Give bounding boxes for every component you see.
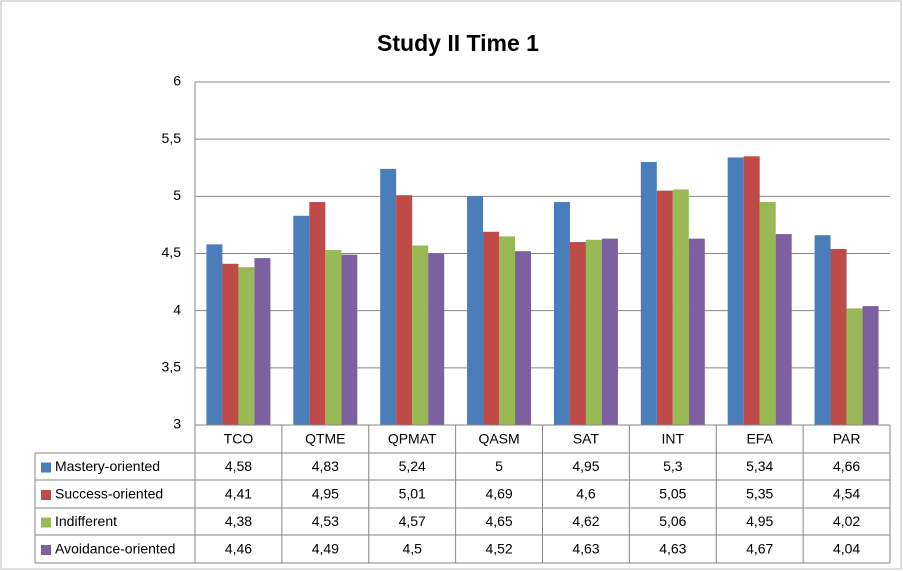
x-tick-label: QPMAT — [388, 431, 437, 447]
legend-key — [41, 517, 51, 528]
table-value: 4,63 — [659, 541, 686, 557]
y-tick-label: 5,5 — [162, 130, 182, 146]
chart-title: Study II Time 1 — [377, 30, 539, 56]
table-value: 4,02 — [833, 513, 860, 529]
bar — [601, 238, 618, 425]
bar — [206, 244, 223, 425]
bar — [396, 195, 413, 425]
bar — [727, 157, 744, 425]
bar — [483, 231, 500, 425]
bar — [412, 245, 429, 425]
bar — [515, 251, 532, 425]
bar — [656, 190, 673, 425]
x-tick-label: EFA — [746, 431, 773, 447]
table-value: 4,46 — [225, 541, 252, 557]
bar — [672, 189, 689, 425]
table-value: 4,5 — [402, 541, 422, 557]
bar — [814, 235, 831, 425]
legend-label: Success-oriented — [55, 486, 163, 502]
bar — [254, 258, 271, 425]
table-value: 4,52 — [485, 541, 512, 557]
bar — [846, 308, 863, 425]
bar — [428, 253, 445, 425]
bar — [341, 254, 358, 425]
legend-label: Avoidance-oriented — [55, 541, 175, 557]
table-value: 5,06 — [659, 513, 686, 529]
bar — [499, 236, 516, 425]
bar — [569, 242, 586, 425]
bar — [759, 202, 776, 425]
bar — [325, 250, 342, 425]
bar — [309, 202, 326, 425]
legend-key — [41, 545, 51, 555]
legend-key — [41, 490, 51, 500]
bar — [640, 162, 657, 426]
x-tick-label: QASM — [478, 431, 519, 447]
table-value: 5,34 — [746, 458, 773, 474]
legend-label: Mastery-oriented — [55, 458, 160, 474]
bar — [585, 239, 602, 425]
table-value: 5,3 — [663, 458, 683, 474]
y-tick-label: 5 — [173, 187, 181, 203]
table-value: 5,05 — [659, 486, 686, 502]
bar — [238, 267, 255, 425]
table-value: 4,66 — [833, 458, 860, 474]
table-value: 4,95 — [312, 486, 339, 502]
bar — [743, 156, 760, 426]
table-value: 4,53 — [312, 513, 339, 529]
table-value: 4,65 — [485, 513, 512, 529]
bar — [222, 263, 239, 425]
legend-label: Indifferent — [55, 513, 117, 529]
y-tick-label: 6 — [173, 73, 181, 89]
table-value: 4,63 — [572, 541, 599, 557]
legend-key — [41, 462, 51, 473]
bar — [688, 238, 705, 425]
table-value: 4,67 — [746, 541, 773, 557]
table-value: 4,41 — [225, 486, 252, 502]
table-value: 4,49 — [312, 541, 339, 557]
bar — [380, 168, 397, 426]
table-value: 4,04 — [833, 541, 860, 557]
table-value: 4,83 — [312, 458, 339, 474]
table-value: 5 — [495, 458, 503, 474]
y-tick-label: 3,5 — [162, 359, 182, 375]
bar — [293, 215, 310, 425]
x-tick-label: INT — [662, 431, 685, 447]
table-value: 4,54 — [833, 486, 860, 502]
table-value: 5,35 — [746, 486, 773, 502]
table-value: 4,95 — [572, 458, 599, 474]
x-tick-label: SAT — [573, 431, 600, 447]
table-value: 4,58 — [225, 458, 252, 474]
bar — [467, 196, 484, 425]
table-value: 4,62 — [572, 513, 599, 529]
table-value: 4,38 — [225, 513, 252, 529]
y-tick-label: 4,5 — [162, 244, 182, 260]
x-tick-label: TCO — [224, 431, 254, 447]
bar — [775, 234, 792, 425]
table-value: 4,6 — [576, 486, 596, 502]
x-tick-label: QTME — [305, 431, 345, 447]
table-value: 5,01 — [399, 486, 426, 502]
y-tick-label: 3 — [173, 416, 181, 432]
bar — [830, 248, 847, 425]
table-value: 5,24 — [399, 458, 426, 474]
x-tick-label: PAR — [833, 431, 861, 447]
table-value: 4,69 — [485, 486, 512, 502]
y-tick-label: 4 — [173, 301, 181, 317]
bar — [553, 202, 570, 425]
bar — [862, 306, 879, 425]
table-value: 4,95 — [746, 513, 773, 529]
table-value: 4,57 — [399, 513, 426, 529]
